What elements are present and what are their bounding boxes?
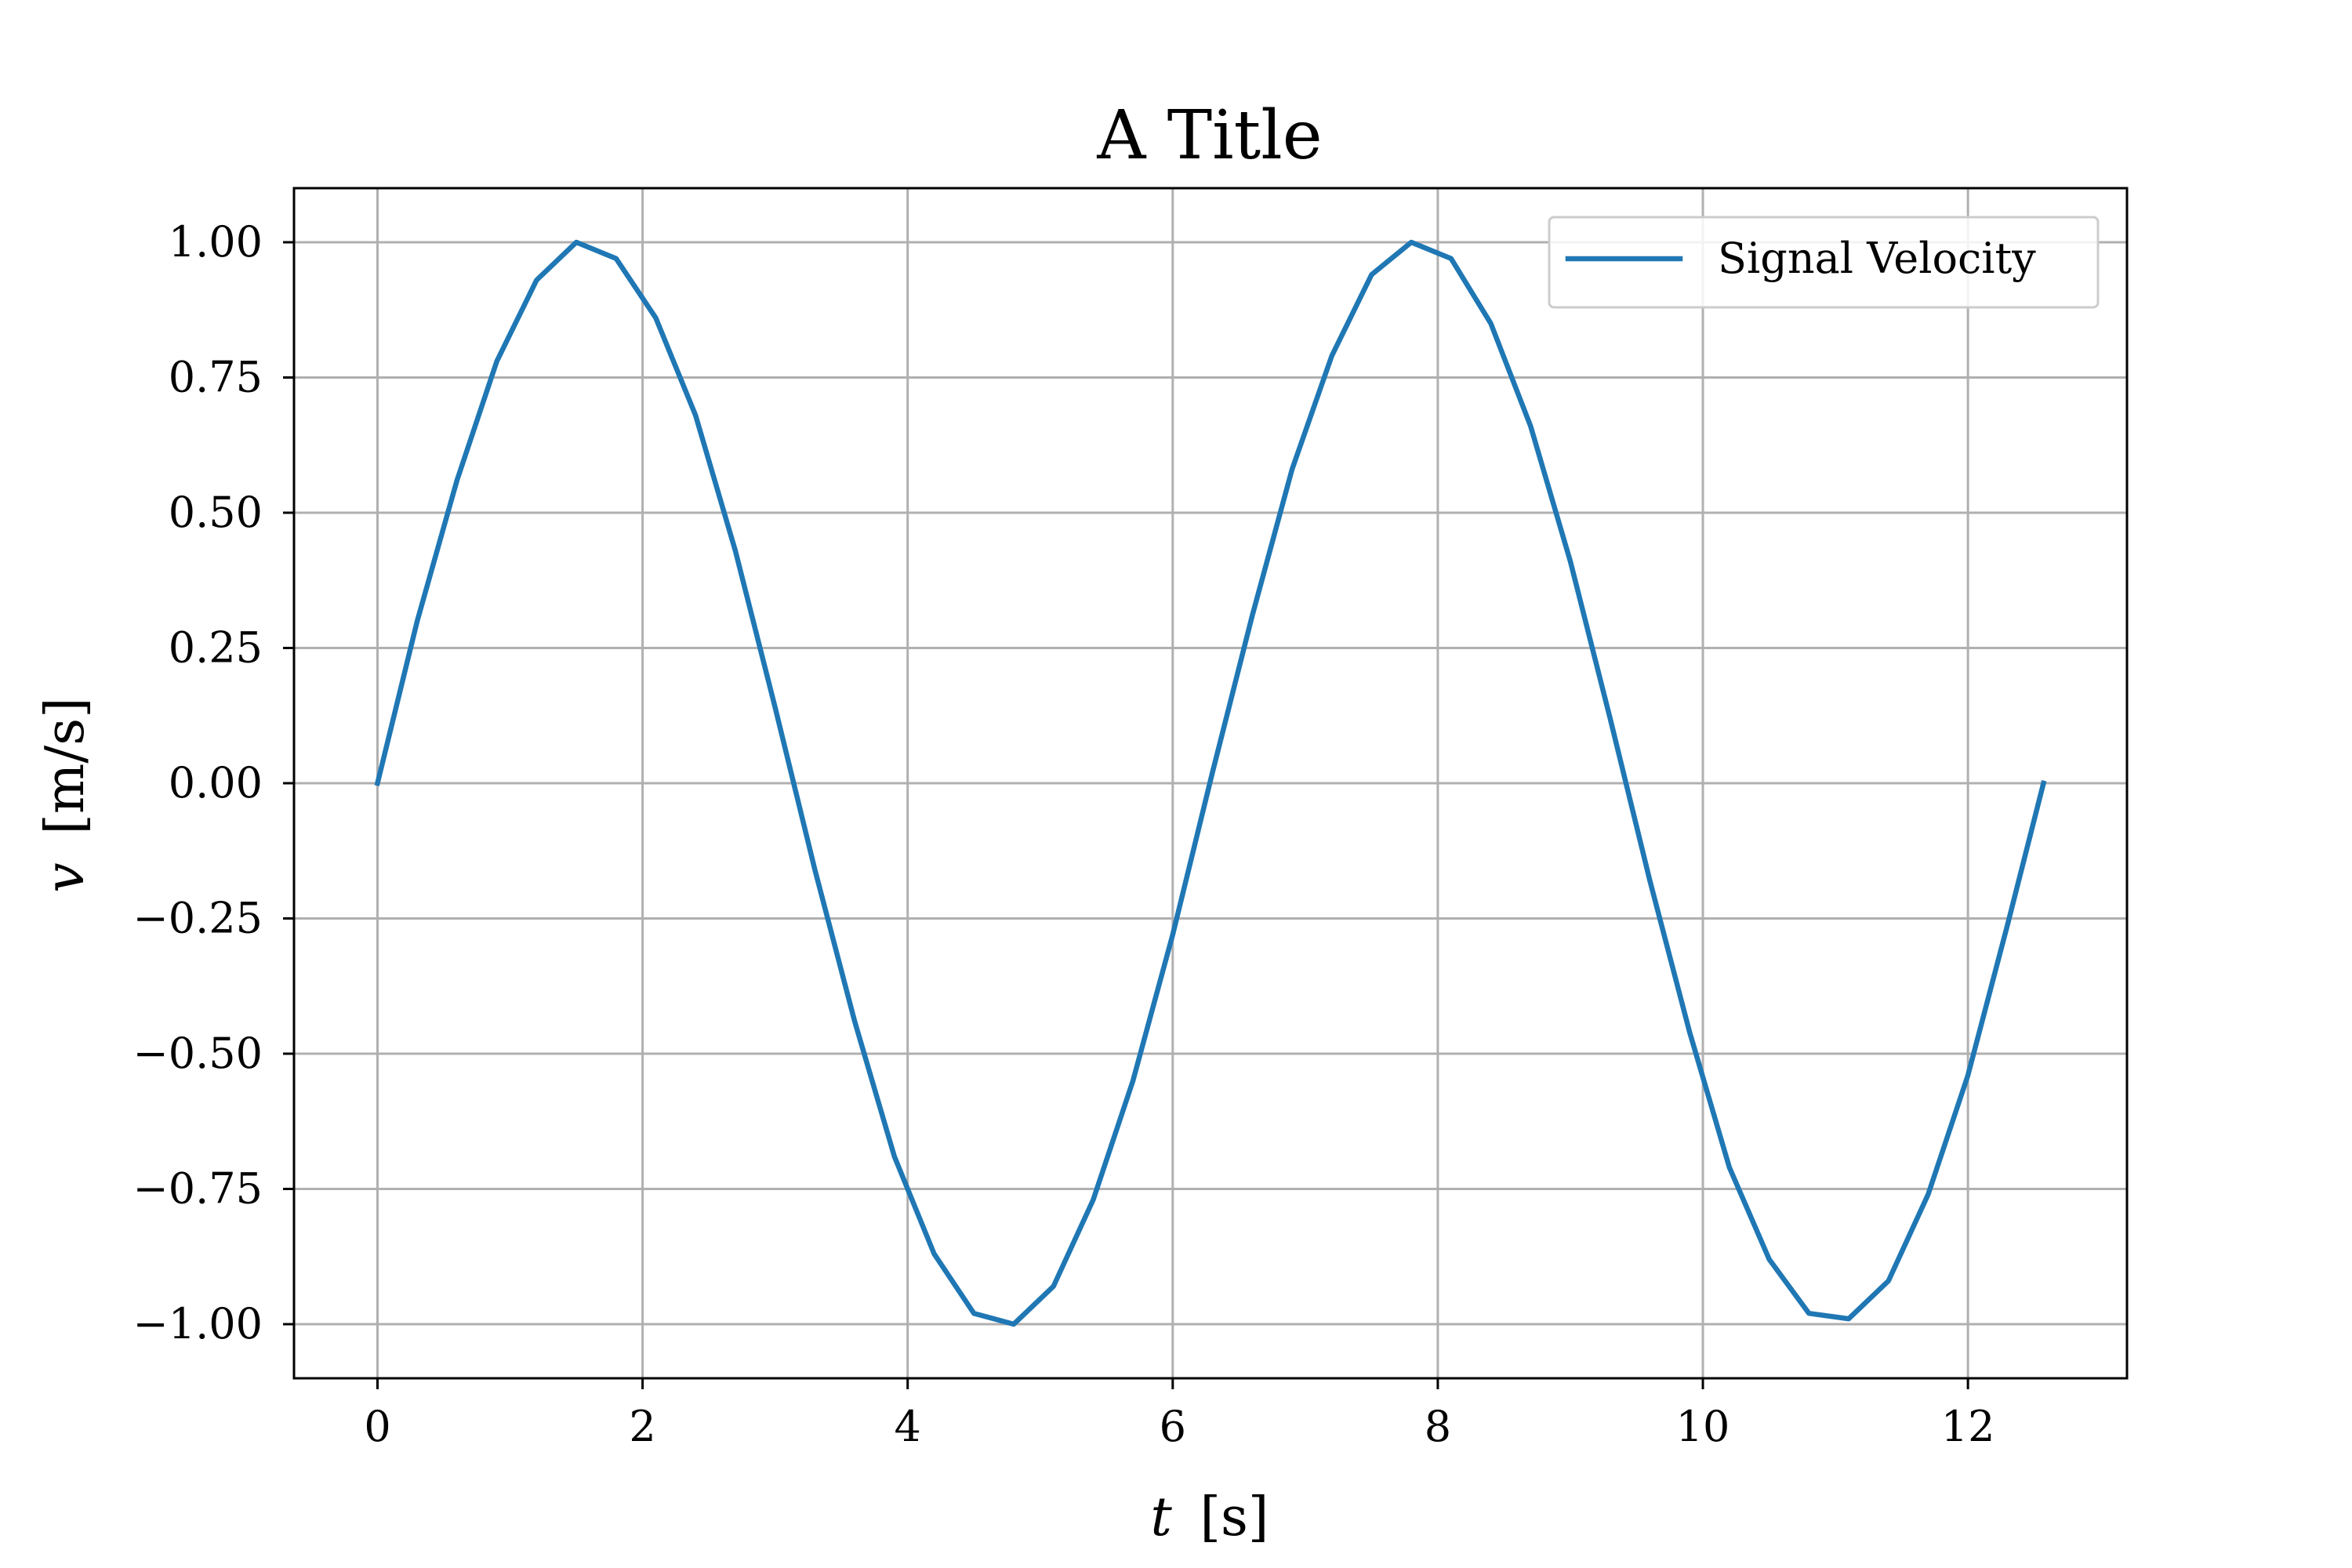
x-tick-label: 12: [1941, 1402, 1995, 1451]
ticks-layer: [283, 241, 1969, 1389]
y-tick-label: −1.00: [133, 1299, 263, 1348]
y-tick-label: 0.25: [169, 623, 263, 673]
y-tick-label: −0.75: [133, 1164, 263, 1214]
y-axis-title: v [m/s]: [34, 697, 96, 892]
x-tick-label: 0: [364, 1402, 390, 1451]
x-tick-label: 6: [1160, 1402, 1186, 1451]
x-axis-symbol: t: [1151, 1486, 1173, 1548]
x-tick-label: 2: [629, 1402, 655, 1451]
legend-box: [1548, 216, 2100, 309]
x-tick-label: 4: [895, 1402, 921, 1451]
y-tick-label: 0.00: [169, 758, 263, 808]
y-tick-label: 1.00: [169, 217, 263, 267]
grid-layer: [294, 188, 2127, 1378]
series-line-0: [374, 239, 2047, 1327]
y-tick-label: −0.50: [133, 1029, 263, 1078]
legend-label-signal-velocity: Signal Velocity: [1718, 234, 2036, 283]
y-tick-label: −0.25: [133, 894, 263, 943]
chart-title: A Title: [1096, 96, 1322, 175]
y-axis-symbol: v: [34, 862, 96, 892]
legend: Signal Velocity: [1548, 216, 2100, 309]
x-tick-label: 8: [1425, 1402, 1451, 1451]
x-axis-unit: [s]: [1200, 1486, 1269, 1548]
y-tick-label: 0.50: [169, 488, 263, 537]
x-tick-label: 10: [1676, 1402, 1730, 1451]
series-layer: [374, 239, 2047, 1327]
y-axis-unit: [m/s]: [34, 697, 96, 834]
x-axis-title: t [s]: [1151, 1486, 1269, 1548]
tick-label-layer: 0 2 4 6 8 10 12 1.00 0.75 0.50 0.25 0.00 −0.25 −0.50 −…: [133, 217, 1995, 1451]
y-tick-label: 0.75: [169, 353, 263, 402]
